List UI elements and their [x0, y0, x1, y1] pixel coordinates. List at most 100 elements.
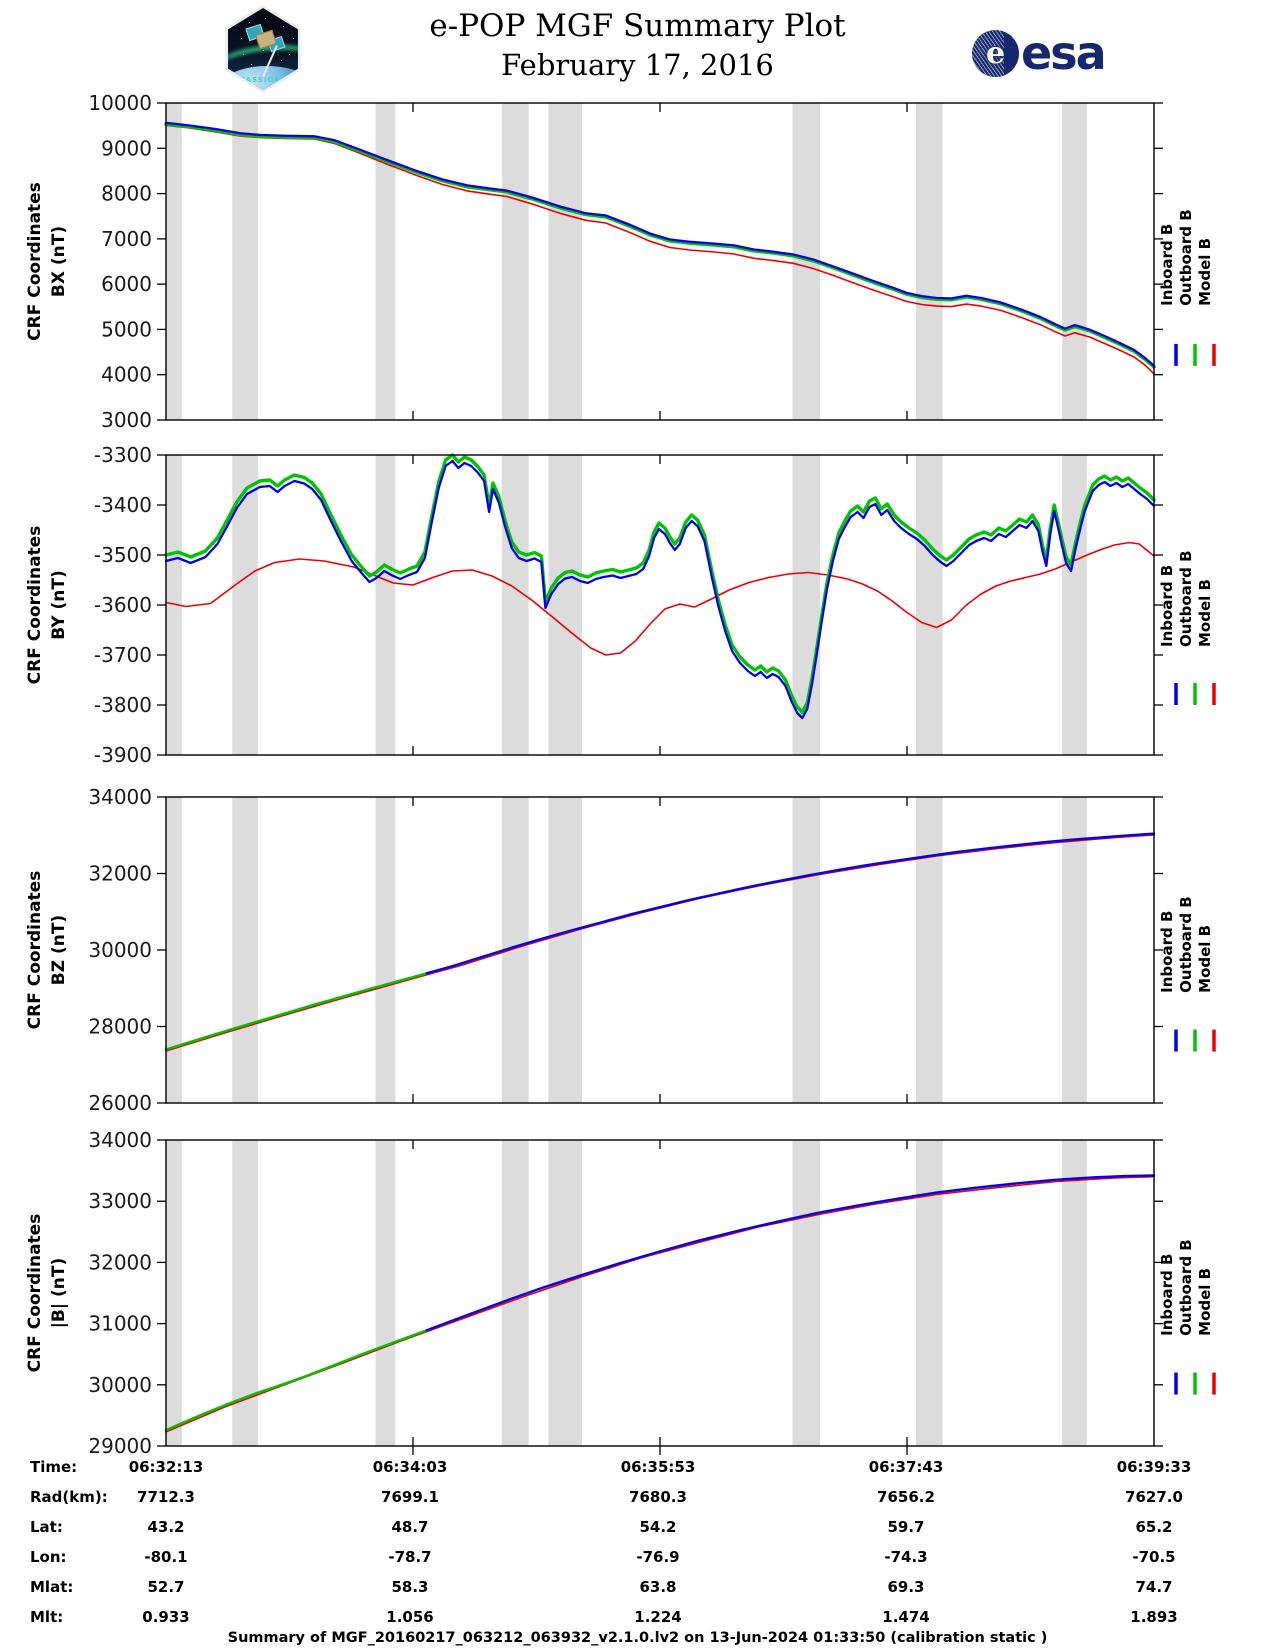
bz-model-line — [165, 834, 1155, 1052]
info-value: 43.2 — [147, 1518, 185, 1536]
legend-label-outboard-b: Outboard B — [1177, 209, 1195, 306]
b_total-model-line — [165, 1175, 1155, 1433]
legend-label-inboard-b: Inboard B — [1158, 911, 1176, 993]
bx-inboard-line — [164, 121, 1156, 367]
shaded-band — [375, 797, 396, 1103]
info-value: 7712.3 — [137, 1488, 195, 1506]
footer-summary: Summary of MGF_20160217_063212_063932_v2… — [227, 1630, 1048, 1646]
y-tick-label: 32000 — [88, 1250, 152, 1274]
info-row-label: Mlt: — [30, 1608, 64, 1626]
y-axis-title-line2: BZ (nT) — [49, 915, 69, 985]
y-axis-title-line1: CRF Coordinates — [25, 526, 45, 685]
bz-outboard-line — [164, 972, 428, 1051]
shaded-band — [548, 455, 582, 755]
y-axis-title-line2: |B| (nT) — [49, 1258, 69, 1329]
y-tick-label: 6000 — [101, 272, 152, 296]
info-value: 06:35:53 — [620, 1458, 696, 1476]
info-value: -76.9 — [636, 1548, 680, 1566]
panel-bz: 34000 32000 30000 28000 26000 CRF Coordinates… — [25, 785, 1216, 1115]
info-value: 65.2 — [1135, 1518, 1173, 1536]
y-tick-label: 31000 — [88, 1312, 152, 1336]
bx-model-line — [165, 124, 1155, 375]
info-value: 06:39:33 — [1116, 1458, 1192, 1476]
shaded-band — [1062, 103, 1087, 420]
shaded-band — [915, 797, 943, 1103]
shaded-band — [166, 1140, 182, 1446]
shaded-band — [1062, 797, 1087, 1103]
shaded-band — [166, 455, 182, 755]
b_total-outboard-line — [164, 1329, 428, 1432]
shaded-band — [548, 103, 582, 420]
info-value: 7699.1 — [381, 1488, 439, 1506]
y-tick-label: 10000 — [88, 91, 152, 115]
legend-label-inboard-b: Inboard B — [1158, 565, 1176, 647]
by-outboard-line — [164, 453, 1156, 714]
info-row-label: Time: — [30, 1458, 78, 1476]
shaded-band — [1062, 455, 1087, 755]
plot-box — [165, 454, 1155, 756]
bz-inboard-line — [425, 832, 1156, 975]
info-value: 74.7 — [1135, 1578, 1173, 1596]
info-value: 0.933 — [142, 1608, 190, 1626]
info-value: 63.8 — [639, 1578, 677, 1596]
y-tick-label: 34000 — [88, 785, 152, 809]
info-value: 7627.0 — [1125, 1488, 1183, 1506]
info-value: 58.3 — [391, 1578, 429, 1596]
shaded-band — [166, 103, 182, 420]
y-tick-label: 8000 — [101, 182, 152, 206]
info-value: 52.7 — [147, 1578, 185, 1596]
legend-label-model-b: Model B — [1196, 925, 1214, 993]
y-tick-label: 30000 — [88, 938, 152, 962]
info-value: 1.056 — [386, 1608, 434, 1626]
y-tick-label: 4000 — [101, 363, 152, 387]
info-value: -70.5 — [1132, 1548, 1176, 1566]
info-value: 1.224 — [634, 1608, 682, 1626]
y-tick-label: 33000 — [88, 1189, 152, 1213]
info-value: 7680.3 — [629, 1488, 687, 1506]
y-axis-title-line1: CRF Coordinates — [25, 1214, 45, 1373]
y-tick-label: 9000 — [101, 136, 152, 160]
info-value: 59.7 — [887, 1518, 925, 1536]
y-tick-label: -3800 — [94, 693, 152, 717]
panel-by: -3300 -3400 -3500 -3600 -3700 -3800 -3900 CRF C… — [25, 443, 1216, 767]
shaded-band — [375, 103, 396, 420]
page-title: e-POP MGF Summary Plot — [429, 8, 846, 44]
esa-logo: e esa — [972, 26, 1107, 80]
shaded-band — [501, 103, 529, 420]
y-tick-label: -3300 — [94, 443, 152, 467]
legend-label-outboard-b: Outboard B — [1177, 1239, 1195, 1336]
info-value: 06:34:03 — [372, 1458, 448, 1476]
info-value: 69.3 — [887, 1578, 925, 1596]
y-tick-label: 5000 — [101, 317, 152, 341]
y-tick-label: 7000 — [101, 227, 152, 251]
info-value: 1.474 — [882, 1608, 930, 1626]
y-axis-title-line1: CRF Coordinates — [25, 871, 45, 1030]
info-value: 54.2 — [639, 1518, 677, 1536]
title-block: e-POP MGF Summary Plot February 17, 2016 — [0, 8, 1275, 82]
y-tick-label: 30000 — [88, 1373, 152, 1397]
shaded-band — [792, 1140, 821, 1446]
y-axis-title-line2: BY (nT) — [49, 570, 69, 640]
info-value: -78.7 — [388, 1548, 432, 1566]
bx-outboard-line — [164, 122, 1156, 369]
shaded-band — [166, 797, 182, 1103]
shaded-band — [375, 1140, 396, 1446]
legend-label-inboard-b: Inboard B — [1158, 1254, 1176, 1336]
b_total-inboard-line — [425, 1174, 1156, 1332]
by-model-line — [165, 541, 1155, 656]
y-tick-label: -3900 — [94, 743, 152, 767]
y-tick-label: 26000 — [88, 1091, 152, 1115]
legend-label-outboard-b: Outboard B — [1177, 550, 1195, 647]
y-tick-label: 34000 — [88, 1128, 152, 1152]
by-inboard-line — [164, 459, 1156, 720]
page-date: February 17, 2016 — [501, 48, 774, 82]
plot-box — [165, 796, 1155, 1104]
shaded-band — [548, 797, 582, 1103]
shaded-band — [915, 1140, 943, 1446]
info-row-label: Mlat: — [30, 1578, 74, 1596]
shaded-band — [792, 797, 821, 1103]
shaded-band — [232, 455, 258, 755]
info-value: 48.7 — [391, 1518, 429, 1536]
legend-label-model-b: Model B — [1196, 1268, 1214, 1336]
shaded-band — [915, 455, 943, 755]
